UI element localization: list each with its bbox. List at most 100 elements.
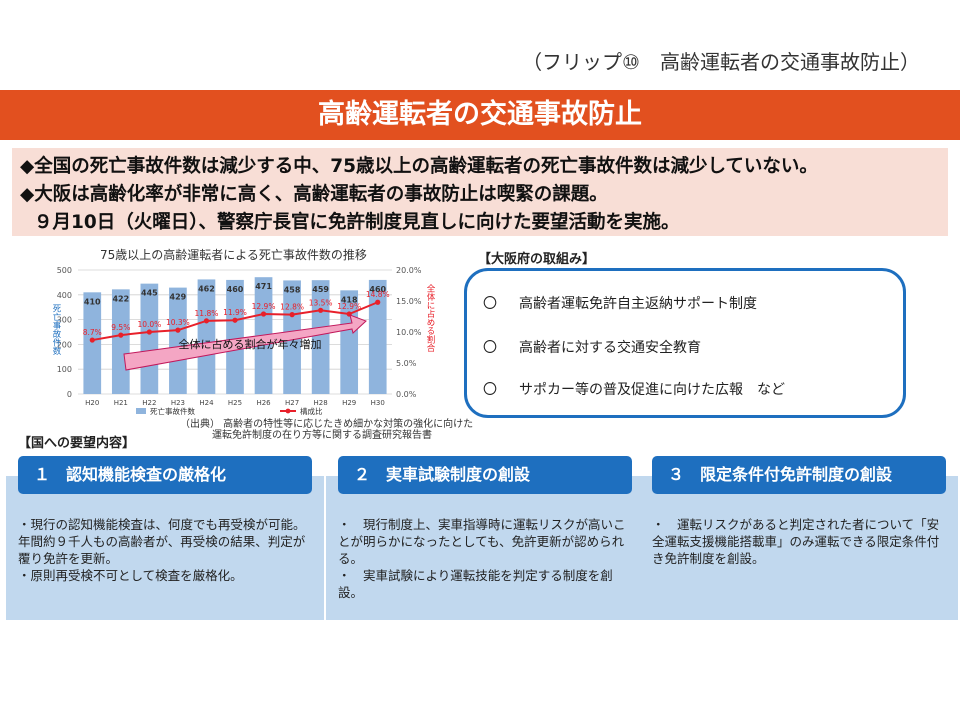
- line-point: [175, 327, 181, 333]
- legend-swatch-point: [285, 408, 291, 414]
- request-paragraph: ・ 現行制度上、実車指導時に運転リスクが高いことが明らかになったとしても、免許更…: [338, 517, 626, 566]
- request-body: ・ 運転リスクがあると判定された者について「安全運転支援機能搭載車」のみ運転でき…: [652, 516, 948, 567]
- line-value-label: 11.8%: [195, 309, 219, 318]
- bar-value-label: 429: [170, 293, 187, 302]
- request-column-bg: [326, 476, 644, 620]
- bar: [311, 280, 330, 394]
- bar: [140, 283, 159, 394]
- line-point: [375, 299, 381, 305]
- flip-label: （フリップ⑩ 高齢運転者の交通事故防止）: [522, 50, 920, 74]
- y-tick-label: 200: [57, 340, 72, 349]
- bar: [368, 279, 387, 394]
- bar-value-label: 460: [227, 285, 244, 294]
- trend-annotation: 全体に占める割合が年々増加: [179, 337, 322, 351]
- page-title: 高齢運転者の交通事故防止: [0, 90, 960, 140]
- x-tick-label: H26: [256, 399, 271, 407]
- request-column-3: ３ 限定条件付免許制度の創設 ・ 運転リスクがあると判定された者について「安全運…: [640, 456, 958, 620]
- x-tick-label: H24: [199, 399, 214, 407]
- line-value-label: 12.8%: [280, 303, 304, 312]
- source-line-2: 運転免許制度の在り方等に関する調査研究報告書: [212, 430, 432, 441]
- y-tick-label: 300: [57, 316, 72, 325]
- x-tick-label: H23: [171, 399, 185, 407]
- trend-arrow: [123, 314, 367, 371]
- line-value-label: 11.9%: [223, 308, 247, 317]
- bar-value-label: 460: [369, 285, 386, 294]
- bar: [197, 279, 216, 394]
- bar-value-label: 418: [341, 295, 358, 304]
- circle-mark-icon: 〇: [483, 382, 497, 398]
- summary-line-3: ９月10日（火曜日）、警察庁長官に免許制度見直しに向けた要望活動を実施。: [34, 212, 680, 233]
- request-body: ・ 現行制度上、実車指導時に運転リスクが高いことが明らかになったとしても、免許更…: [338, 516, 634, 601]
- x-tick-label: H27: [285, 399, 299, 407]
- request-column-bg: [640, 476, 958, 620]
- bar-value-label: 410: [84, 297, 101, 306]
- request-paragraph: ・原則再受検不可として検査を厳格化。: [18, 568, 243, 583]
- requests-section-title: 【国への要望内容】: [18, 436, 136, 451]
- bar: [169, 287, 187, 394]
- line-value-label: 8.7%: [83, 328, 102, 337]
- request-body: ・現行の認知機能検査は、何度でも再受検が可能。年間約９千人もの高齢者が、再受検の…: [18, 516, 314, 584]
- osaka-item: 〇 高齢者に対する交通安全教育: [483, 337, 701, 357]
- y2-tick-label: 10.0%: [396, 328, 422, 337]
- x-tick-label: H22: [142, 399, 156, 407]
- y2-tick-label: 0.0%: [396, 390, 417, 399]
- y-tick-label: 500: [57, 266, 72, 275]
- line-value-label: 12.9%: [252, 302, 276, 311]
- y-tick-label: 100: [57, 365, 72, 374]
- source-line-1: （出典） 高齢者の特性等に応じたきめ細かな対策の強化に向けた: [180, 419, 474, 430]
- bar-value-label: 459: [312, 285, 329, 294]
- line-point: [89, 337, 95, 343]
- bar-value-label: 471: [255, 282, 272, 291]
- request-column-2: ２ 実車試験制度の創設 ・ 現行制度上、実車指導時に運転リスクが高いことが明らか…: [326, 456, 644, 620]
- circle-mark-icon: 〇: [483, 340, 497, 356]
- y2-tick-label: 5.0%: [396, 359, 417, 368]
- request-heading: １ 認知機能検査の厳格化: [18, 456, 312, 494]
- legend-swatch-bars: [136, 408, 146, 414]
- x-tick-label: H30: [371, 399, 385, 407]
- line-point: [146, 329, 152, 335]
- bar-value-label: 462: [198, 284, 215, 293]
- summary-line-1: ◆全国の死亡事故件数は減少する中、75歳以上の高齢運転者の死亡事故件数は減少して…: [20, 156, 818, 177]
- y-tick-label: 400: [57, 291, 72, 300]
- line-point: [260, 311, 267, 317]
- request-paragraph: ・ 実車試験により運転技能を判定する制度を創設。: [338, 568, 613, 600]
- bar: [83, 292, 102, 394]
- line-value-label: 14.8%: [366, 290, 390, 299]
- bar: [226, 279, 244, 394]
- line-point: [318, 307, 324, 313]
- chart-source: （出典） 高齢者の特性等に応じたきめ細かな対策の強化に向けた 運転免許制度の在り…: [180, 419, 473, 441]
- line-point: [118, 332, 124, 338]
- x-tick-label: H21: [114, 399, 128, 407]
- y2-tick-label: 15.0%: [396, 297, 422, 306]
- y2-axis-label: 全体に占める割合: [425, 283, 435, 353]
- line-value-label: 9.5%: [111, 323, 130, 332]
- line-point: [203, 318, 210, 324]
- y-tick-label: 0: [67, 390, 72, 399]
- fatal-accidents-chart: 0 100 200 300 400 500 0.0% 5.0% 10.0% 15.0% 20.0% 4…: [51, 266, 435, 416]
- legend-label: 死亡事故件数: [150, 406, 195, 416]
- y2-tick-label: 20.0%: [396, 266, 422, 275]
- x-tick-label: H29: [342, 399, 356, 407]
- x-tick-label: H20: [85, 399, 99, 407]
- request-paragraph: ・現行の認知機能検査は、何度でも再受検が可能。年間約９千人もの高齢者が、再受検の…: [18, 517, 306, 566]
- request-heading: ３ 限定条件付免許制度の創設: [652, 456, 946, 494]
- x-tick-label: H25: [228, 399, 242, 407]
- summary-line-2: ◆大阪は高齢化率が非常に高く、高齢運転者の事故防止は喫緊の課題。: [20, 184, 608, 205]
- summary-box: ◆全国の死亡事故件数は減少する中、75歳以上の高齢運転者の死亡事故件数は減少して…: [12, 148, 948, 236]
- line-point: [289, 312, 295, 318]
- bar-value-label: 445: [141, 289, 158, 298]
- x-tick-label: H28: [314, 399, 328, 407]
- osaka-initiatives-box: 〇高齢者運転免許自主返納サポート制度 〇高齢者に対する交通安全教育 〇サポカー等…: [464, 268, 906, 418]
- bar-value-label: 458: [284, 285, 301, 294]
- bar: [111, 289, 130, 394]
- chart-title: 75歳以上の高齢運転者による死亡事故件数の推移: [100, 248, 367, 262]
- line-value-label: 10.0%: [137, 320, 161, 329]
- line-point: [232, 317, 238, 323]
- bar-value-label: 422: [112, 294, 129, 303]
- request-column-bg: [6, 476, 324, 620]
- line-value-label: 10.3%: [166, 318, 190, 327]
- osaka-item: 〇 高齢者運転免許自主返納サポート制度: [483, 293, 757, 313]
- osaka-item: 〇 サポカー等の普及促進に向けた広報 など: [483, 379, 785, 399]
- y-axis-label: 死亡事故件数: [51, 304, 61, 356]
- osaka-section-title: 【大阪府の取組み】: [478, 252, 596, 267]
